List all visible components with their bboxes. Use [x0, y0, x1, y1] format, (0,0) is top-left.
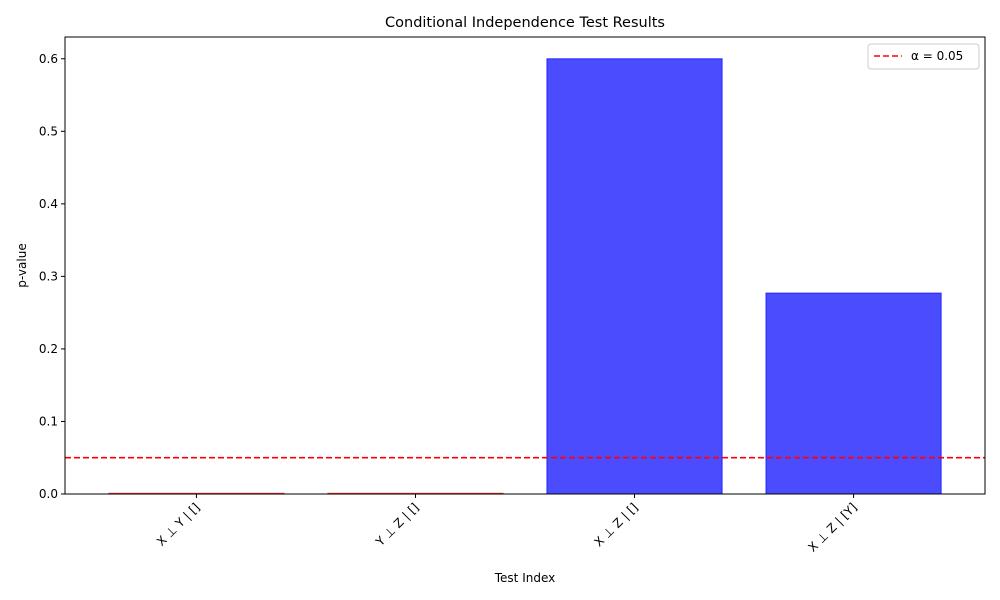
- y-tick-label: 0.0: [39, 487, 58, 501]
- x-tick-label: X ⊥ Y | []: [154, 500, 203, 549]
- plot-frame: [64, 36, 986, 495]
- x-axis: X ⊥ Y | [] Y ⊥ Z | [] X ⊥ Z | [] X ⊥ Z | [Y…: [154, 494, 860, 555]
- y-tick-label: 0.1: [39, 414, 58, 428]
- x-tick-label: X ⊥ Z | []: [591, 500, 640, 549]
- legend-threshold-label: α = 0.05: [911, 49, 963, 63]
- bar: [765, 292, 942, 495]
- y-tick-label: 0.4: [39, 197, 58, 211]
- bars-group: [108, 58, 942, 495]
- bar: [546, 58, 723, 495]
- legend: α = 0.05: [867, 43, 980, 70]
- y-tick-label: 0.3: [39, 269, 58, 283]
- x-axis-title: Test Index: [494, 571, 555, 585]
- y-tick-label: 0.5: [39, 124, 58, 138]
- x-tick-label: X ⊥ Z | [Y]: [805, 500, 859, 554]
- y-axis-title: p-value: [15, 243, 29, 287]
- legend-box: [867, 43, 980, 70]
- chart-title: Conditional Independence Test Results: [385, 15, 665, 31]
- x-tick-label: Y ⊥ Z | []: [372, 500, 421, 549]
- y-tick-label: 0.6: [39, 52, 58, 66]
- y-tick-label: 0.2: [39, 342, 58, 356]
- y-axis: 0.0 0.1 0.2 0.3 0.4 0.5 0.6: [39, 52, 65, 501]
